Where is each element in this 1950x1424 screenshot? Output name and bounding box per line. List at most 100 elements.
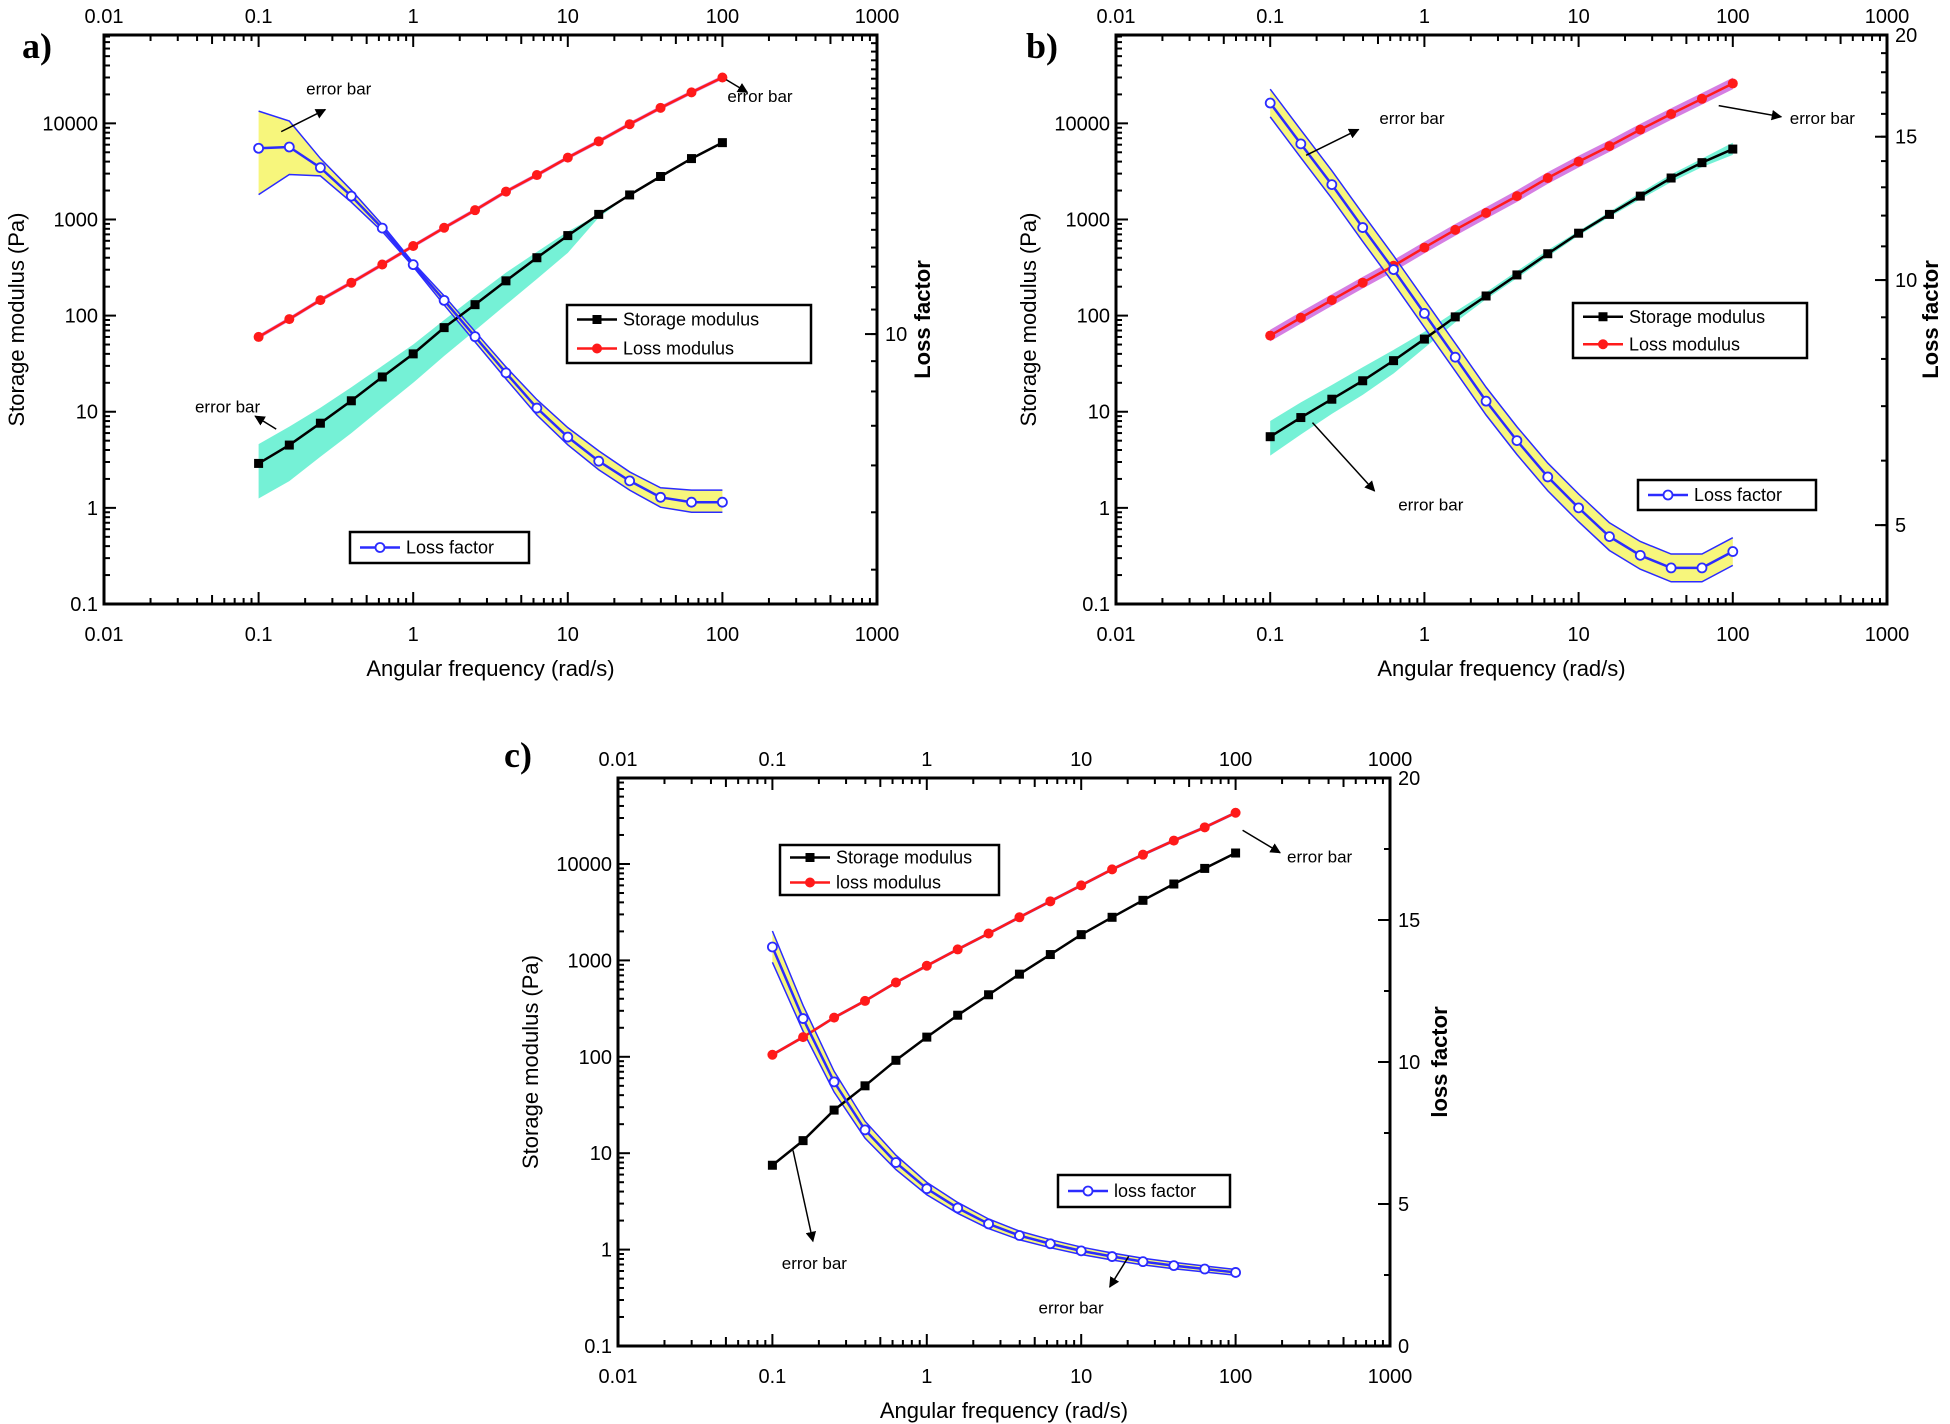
y-tick-label-right: 10: [885, 324, 907, 346]
loss-factor-point: [655, 491, 666, 503]
x-tick-label-top: 0.01: [1097, 6, 1136, 28]
y-tick-label-right: 5: [1895, 515, 1906, 537]
storage-modulus-line: [771, 851, 1237, 1167]
x-tick-label-top: 0.01: [85, 6, 124, 28]
loss-modulus-point: [1076, 880, 1087, 891]
annotation-arrow: [1305, 128, 1360, 156]
annotation-label: error bar: [1379, 109, 1445, 128]
x-tick-label-top: 100: [1716, 6, 1749, 28]
x-tick-label-bottom: 1000: [855, 624, 900, 646]
storage-modulus-point: [1358, 376, 1368, 386]
loss-factor-point: [1264, 97, 1276, 109]
y-tick-label-left: 10000: [42, 113, 98, 135]
loss-factor-point: [890, 1157, 902, 1168]
loss-modulus-point: [1635, 124, 1646, 135]
x-tick-label-bottom: 0.1: [758, 1366, 786, 1388]
loss-modulus-point: [1604, 141, 1615, 152]
storage-modulus-point: [1296, 413, 1306, 423]
loss-modulus-point: [1014, 912, 1025, 923]
storage-modulus-point: [798, 1136, 808, 1146]
loss-modulus-point: [1326, 295, 1337, 306]
y-tick-label-left: 1000: [1066, 209, 1111, 231]
x-tick-label-top: 0.1: [245, 6, 273, 28]
y-tick-label-left: 100: [579, 1047, 612, 1069]
y-axis-title-right: Loss factor: [1918, 260, 1943, 379]
y-tick-label-right: 15: [1398, 910, 1420, 932]
x-tick-label-top: 10: [557, 6, 579, 28]
y-tick-label-left: 1: [601, 1240, 612, 1262]
loss-factor-point: [438, 294, 450, 306]
loss-factor-point: [1542, 471, 1554, 483]
legend-swatch-marker: [805, 853, 815, 862]
y-tick-label-right: 0: [1398, 1336, 1409, 1358]
loss-factor-point: [717, 496, 728, 508]
loss-factor-point: [983, 1218, 994, 1230]
legend-swatch-marker: [1598, 312, 1608, 322]
y-tick-label-left: 1: [87, 498, 98, 520]
loss-modulus-point: [1696, 93, 1707, 104]
storage-modulus-point: [501, 276, 511, 286]
legend-box: [348, 530, 531, 565]
legend-swatch-marker: [592, 315, 602, 324]
x-tick-label-top: 1000: [1865, 6, 1910, 28]
chart-panel-b: b) 0.01 0.01 0.1 0.1 1 1 10 10 100 100 1000 1000 0.1 1…: [1016, 6, 1943, 681]
legend: Storage modulus Loss modulus: [1571, 301, 1809, 360]
storage-modulus-point: [953, 1010, 963, 1020]
x-tick-label-top: 1: [921, 749, 932, 771]
loss-modulus-point: [829, 1012, 840, 1023]
annotation-label: error bar: [1790, 109, 1856, 128]
loss-modulus-point: [1168, 835, 1179, 846]
panel-label: c): [504, 735, 532, 775]
y-tick-label-right: 5: [1398, 1194, 1409, 1216]
legend-label: Loss modulus: [1629, 334, 1740, 354]
legend-label: Storage modulus: [623, 310, 759, 330]
storage-modulus-point: [408, 349, 418, 359]
loss-modulus-point: [1230, 807, 1241, 818]
loss-factor-point: [952, 1202, 964, 1214]
storage-modulus-point: [1138, 895, 1148, 905]
loss-factor-point: [593, 455, 605, 467]
loss-factor-error-upper: [771, 930, 1236, 1271]
storage-modulus-point: [860, 1081, 870, 1091]
storage-modulus-point: [1327, 394, 1337, 404]
loss-modulus-line: [771, 811, 1237, 1056]
loss-modulus-point: [767, 1049, 778, 1060]
y-tick-label-left: 1: [1099, 498, 1110, 520]
loss-modulus-point: [562, 152, 573, 163]
storage-modulus-point: [1481, 291, 1491, 301]
legend-swatch-marker: [374, 542, 386, 553]
annotation-arrow: [254, 415, 277, 430]
loss-modulus-point: [500, 186, 511, 197]
storage-modulus-error-band: [1270, 142, 1733, 456]
loss-modulus-point: [1137, 849, 1148, 860]
loss-factor-point: [1075, 1245, 1087, 1257]
loss-modulus-error-band: [1270, 77, 1733, 342]
x-tick-label-top: 0.1: [1256, 6, 1284, 28]
loss-factor-point: [562, 431, 574, 443]
loss-factor-line: [771, 946, 1236, 1274]
loss-modulus-point: [1419, 242, 1430, 253]
x-axis-title: Angular frequency (rad/s): [880, 1398, 1128, 1423]
storage-modulus-point: [1265, 432, 1275, 442]
loss-factor-point: [1419, 307, 1430, 319]
loss-factor-point: [1357, 222, 1369, 233]
storage-modulus-point: [1200, 863, 1210, 873]
chart-panel-c: c)0.010.010.10.1111010100100100010000.11…: [504, 735, 1452, 1423]
loss-factor-point: [828, 1076, 840, 1088]
loss-factor-point: [376, 222, 388, 234]
loss-factor-point: [1388, 264, 1399, 276]
loss-factor-point: [253, 142, 265, 154]
loss-factor-point: [1044, 1238, 1056, 1250]
storage-modulus-point: [1419, 334, 1429, 344]
y-tick-label-left: 100: [65, 306, 98, 328]
y-tick-label-right: 10: [1895, 270, 1917, 292]
storage-modulus-point: [470, 300, 480, 310]
loss-factor-point: [1014, 1230, 1025, 1241]
storage-modulus-line: [257, 141, 723, 465]
x-tick-label-top: 100: [1219, 749, 1252, 771]
x-tick-label-bottom: 0.01: [1097, 624, 1136, 646]
loss-modulus-point: [1107, 864, 1118, 875]
loss-modulus-point: [1727, 78, 1738, 89]
loss-factor-point: [1295, 138, 1307, 150]
loss-modulus-point: [1542, 173, 1553, 184]
